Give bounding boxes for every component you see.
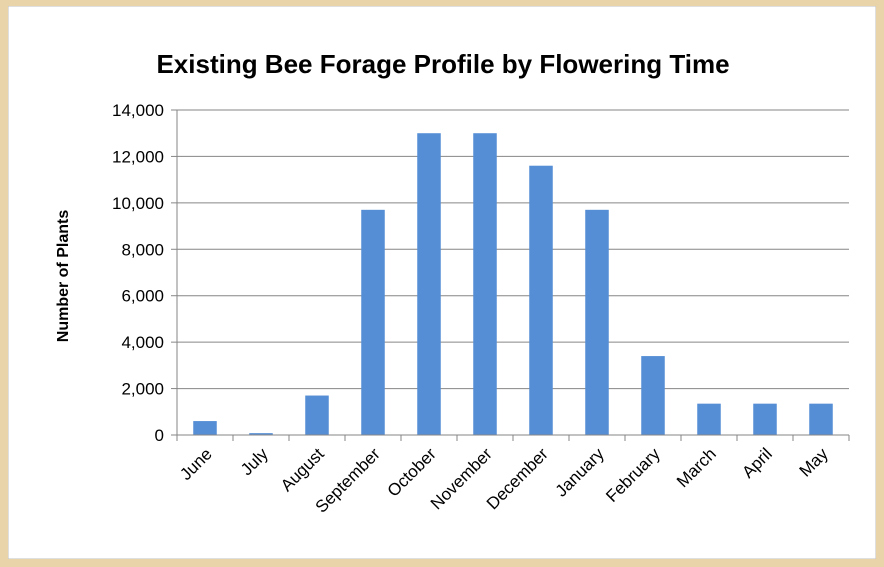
y-tick-label: 2,000: [121, 380, 164, 399]
chart-frame: Existing Bee Forage Profile by Flowering…: [8, 6, 876, 559]
bar: [249, 433, 273, 435]
bar: [305, 395, 329, 435]
bar: [585, 209, 609, 435]
bar: [529, 165, 553, 435]
chart-title: Existing Bee Forage Profile by Flowering…: [156, 49, 729, 79]
gridlines: [177, 109, 849, 390]
y-tick-label: 14,000: [112, 101, 164, 120]
bars: [193, 133, 833, 435]
y-tick-label: 12,000: [112, 147, 164, 166]
y-tick-labels: 0 2,000 4,000 6,000 8,000 10,000 12,000 14,000: [112, 101, 164, 445]
y-tick-label: 0: [155, 426, 164, 445]
bar: [193, 421, 217, 435]
axes: [171, 109, 850, 441]
bar: [473, 133, 497, 435]
y-tick-label: 4,000: [121, 333, 164, 352]
bar: [361, 209, 385, 435]
y-tick-label: 6,000: [121, 287, 164, 306]
bar: [417, 133, 441, 435]
bar: [641, 356, 665, 435]
y-tick-label: 10,000: [112, 194, 164, 213]
bar: [753, 403, 777, 435]
y-tick-label: 8,000: [121, 240, 164, 259]
y-axis-label: Number of Plants: [55, 210, 72, 343]
chart-area: [8, 6, 876, 559]
bar: [809, 403, 833, 435]
bar: [697, 403, 721, 435]
bar-chart: Existing Bee Forage Profile by Flowering…: [8, 6, 876, 559]
